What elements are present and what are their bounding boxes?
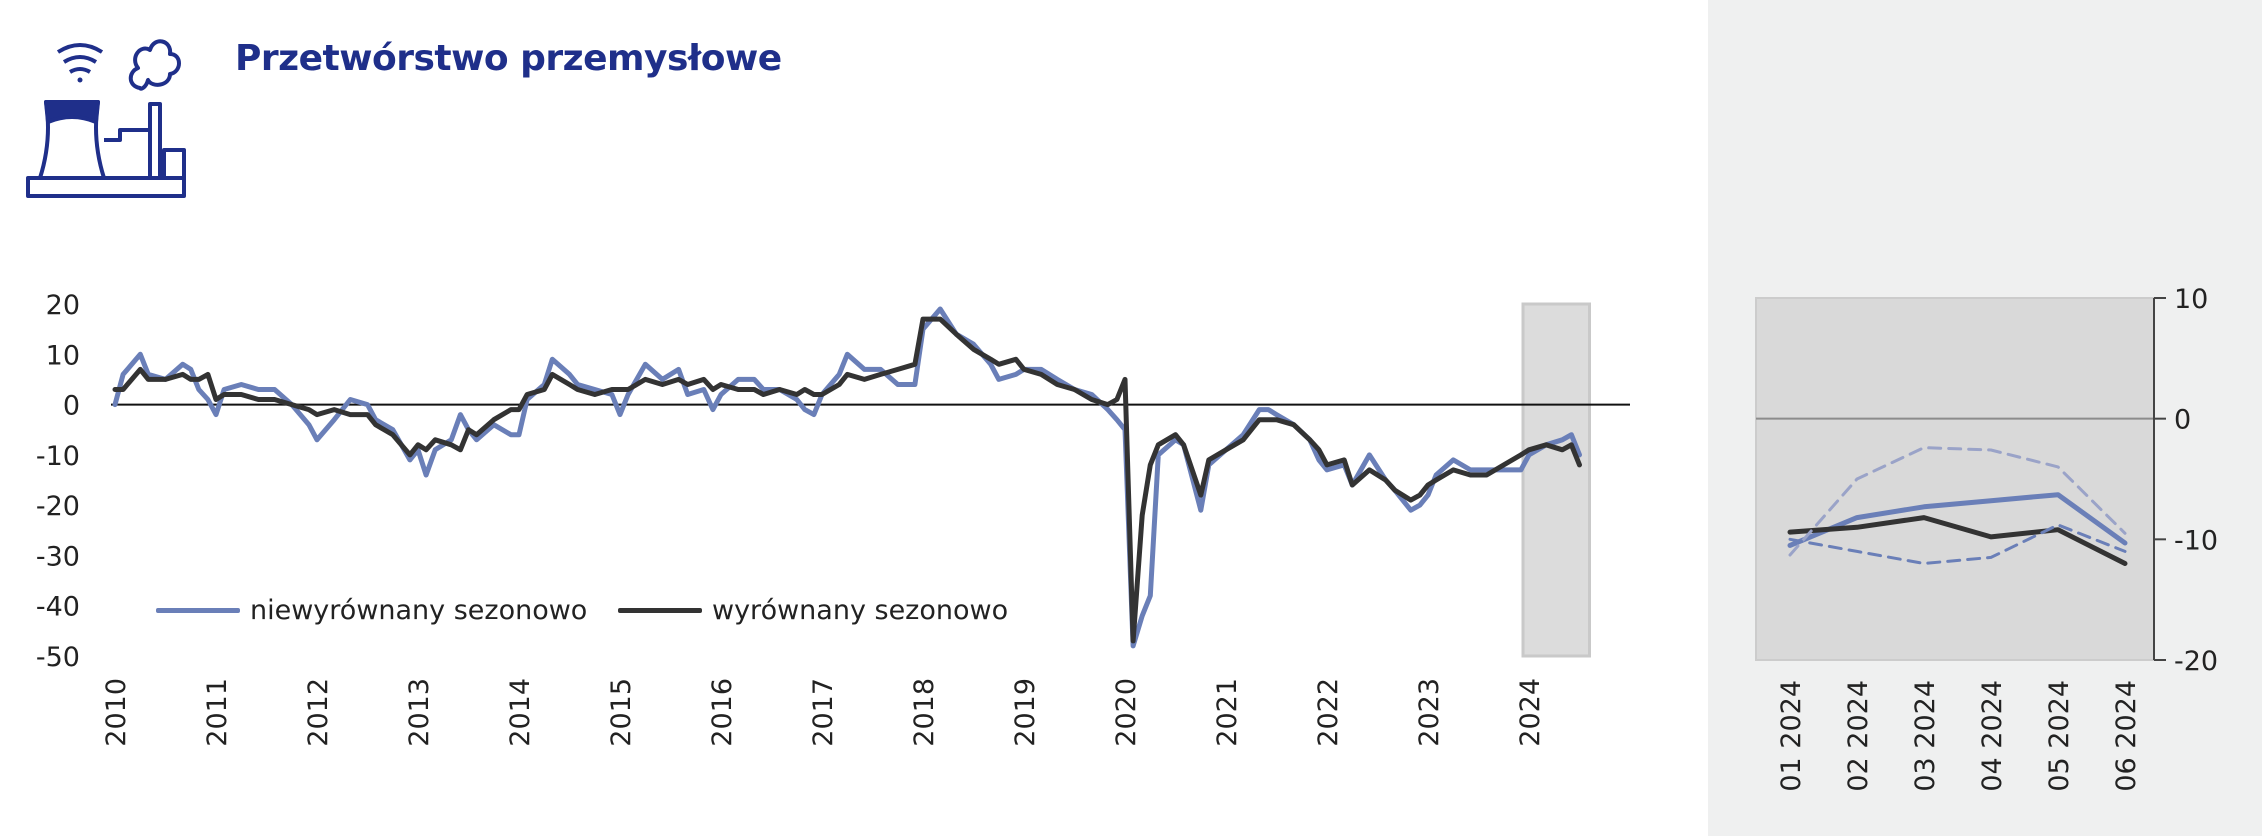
inset-series-line-0 (1787, 492, 2128, 548)
page-title: Przetwórstwo przemysłowe (235, 38, 782, 79)
x-tick-label: 2023 (1414, 678, 1445, 747)
inset-x-tick-label: 02 2024 (1843, 680, 1874, 792)
x-tick-label: 2019 (1010, 678, 1041, 747)
legend-swatch-unadjusted (156, 607, 240, 613)
legend-item-adjusted: wyrównany sezonowo (618, 592, 1008, 628)
inset-series-line-3 (1788, 523, 2127, 565)
inset-chart: 10 0 -10 -20 01 2024 02 2024 03 2024 04 2024 05 … (1755, 284, 2218, 792)
x-tick-label: 2016 (707, 678, 738, 747)
y-tick-label: -10 (36, 441, 80, 472)
inset-y-tick-label: 0 (2174, 405, 2191, 436)
factory-icon (26, 39, 186, 198)
y-tick-label: -30 (36, 541, 80, 572)
x-tick-label: 2021 (1212, 678, 1243, 747)
y-tick-label: -20 (36, 491, 80, 522)
x-tick-label: 2014 (505, 678, 536, 747)
inset-x-tick-label: 03 2024 (1910, 680, 1941, 792)
highlight-2024 (1521, 302, 1591, 658)
inset-y-tick-label: -10 (2174, 525, 2218, 556)
x-tick-label: 2018 (909, 678, 940, 747)
x-tick-label: 2011 (202, 678, 233, 747)
legend-label-adjusted: wyrównany sezonowo (712, 594, 1009, 626)
x-tick-label: 2017 (808, 678, 839, 747)
inset-series-line-2 (1788, 446, 2127, 557)
x-tick-label: 2012 (303, 678, 334, 747)
series-line-unadjusted (112, 306, 1582, 649)
series-line-adjusted (112, 316, 1582, 644)
x-tick-label: 2022 (1313, 678, 1344, 747)
inset-plot-area (1755, 297, 2155, 661)
y-tick-label: 20 (46, 290, 80, 321)
inset-y-tick-label: 10 (2174, 284, 2208, 315)
legend-item-unadjusted: niewyrównany sezonowo (156, 592, 587, 628)
legend-label-unadjusted: niewyrównany sezonowo (250, 594, 588, 626)
legend-swatch-adjusted (618, 607, 702, 613)
inset-x-tick-label: 06 2024 (2111, 680, 2142, 792)
inset-y-tick-label: -20 (2174, 646, 2218, 677)
y-tick-label: -50 (36, 642, 80, 673)
x-tick-label: 2020 (1111, 678, 1142, 747)
inset-series-line-1 (1787, 515, 2128, 566)
inset-x-tick-label: 04 2024 (1977, 680, 2008, 792)
x-tick-label: 2013 (404, 678, 435, 747)
y-tick-label: -40 (36, 592, 80, 623)
y-tick-label: 10 (46, 340, 80, 371)
inset-x-tick-label: 05 2024 (2044, 680, 2075, 792)
x-tick-label: 2024 (1515, 678, 1546, 747)
x-tick-label: 2010 (101, 678, 132, 747)
inset-x-tick-label: 01 2024 (1776, 680, 1807, 792)
y-tick-label: 0 (63, 391, 80, 422)
x-tick-label: 2015 (606, 678, 637, 747)
